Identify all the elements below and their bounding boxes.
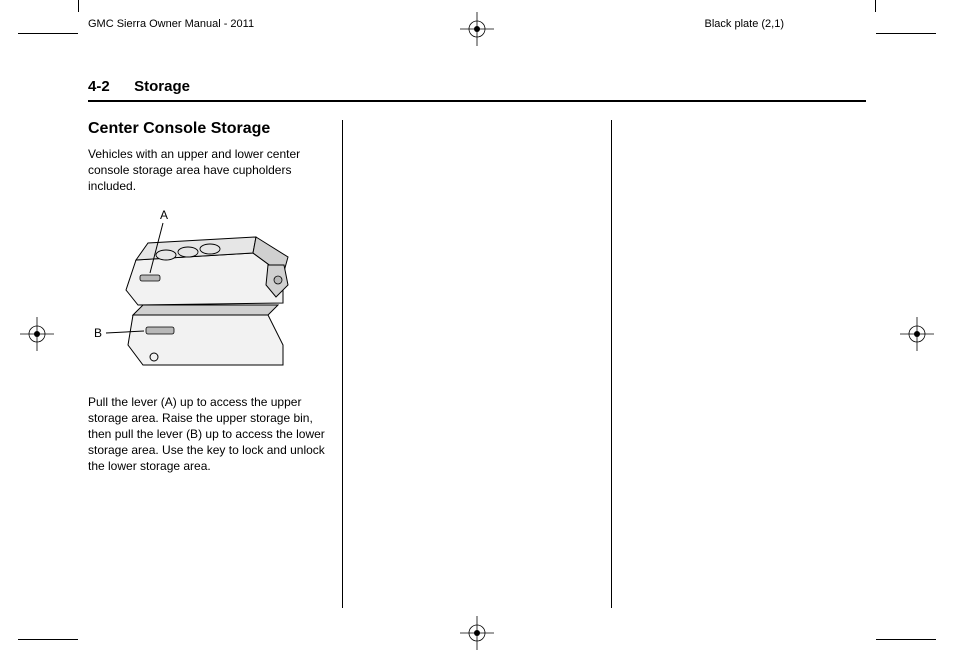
figure-label-b: B — [94, 326, 102, 340]
crop-mark — [876, 639, 936, 640]
intro-paragraph: Vehicles with an upper and lower center … — [88, 146, 328, 195]
registration-mark-icon — [460, 12, 494, 46]
section-number: 4-2 — [88, 78, 110, 95]
manual-title: GMC Sierra Owner Manual - 2011 — [88, 18, 254, 30]
manual-page: GMC Sierra Owner Manual - 2011 Black pla… — [0, 0, 954, 668]
column-1: Center Console Storage Vehicles with an … — [88, 120, 343, 608]
section-header: 4-2 Storage — [88, 78, 866, 102]
registration-mark-icon — [460, 616, 494, 650]
column-3 — [612, 120, 866, 608]
subheading: Center Console Storage — [88, 120, 328, 138]
instruction-paragraph: Pull the lever (A) up to access the uppe… — [88, 394, 328, 475]
registration-mark-icon — [20, 317, 54, 351]
plate-label: Black plate (2,1) — [705, 18, 784, 30]
registration-mark-icon — [900, 317, 934, 351]
console-figure: A B — [88, 205, 308, 380]
column-2 — [343, 120, 612, 608]
content-columns: Center Console Storage Vehicles with an … — [88, 120, 866, 608]
crop-mark — [875, 0, 876, 12]
crop-mark — [78, 0, 79, 12]
section-title: Storage — [134, 78, 190, 95]
figure-label-a: A — [160, 208, 168, 222]
crop-mark — [18, 639, 78, 640]
